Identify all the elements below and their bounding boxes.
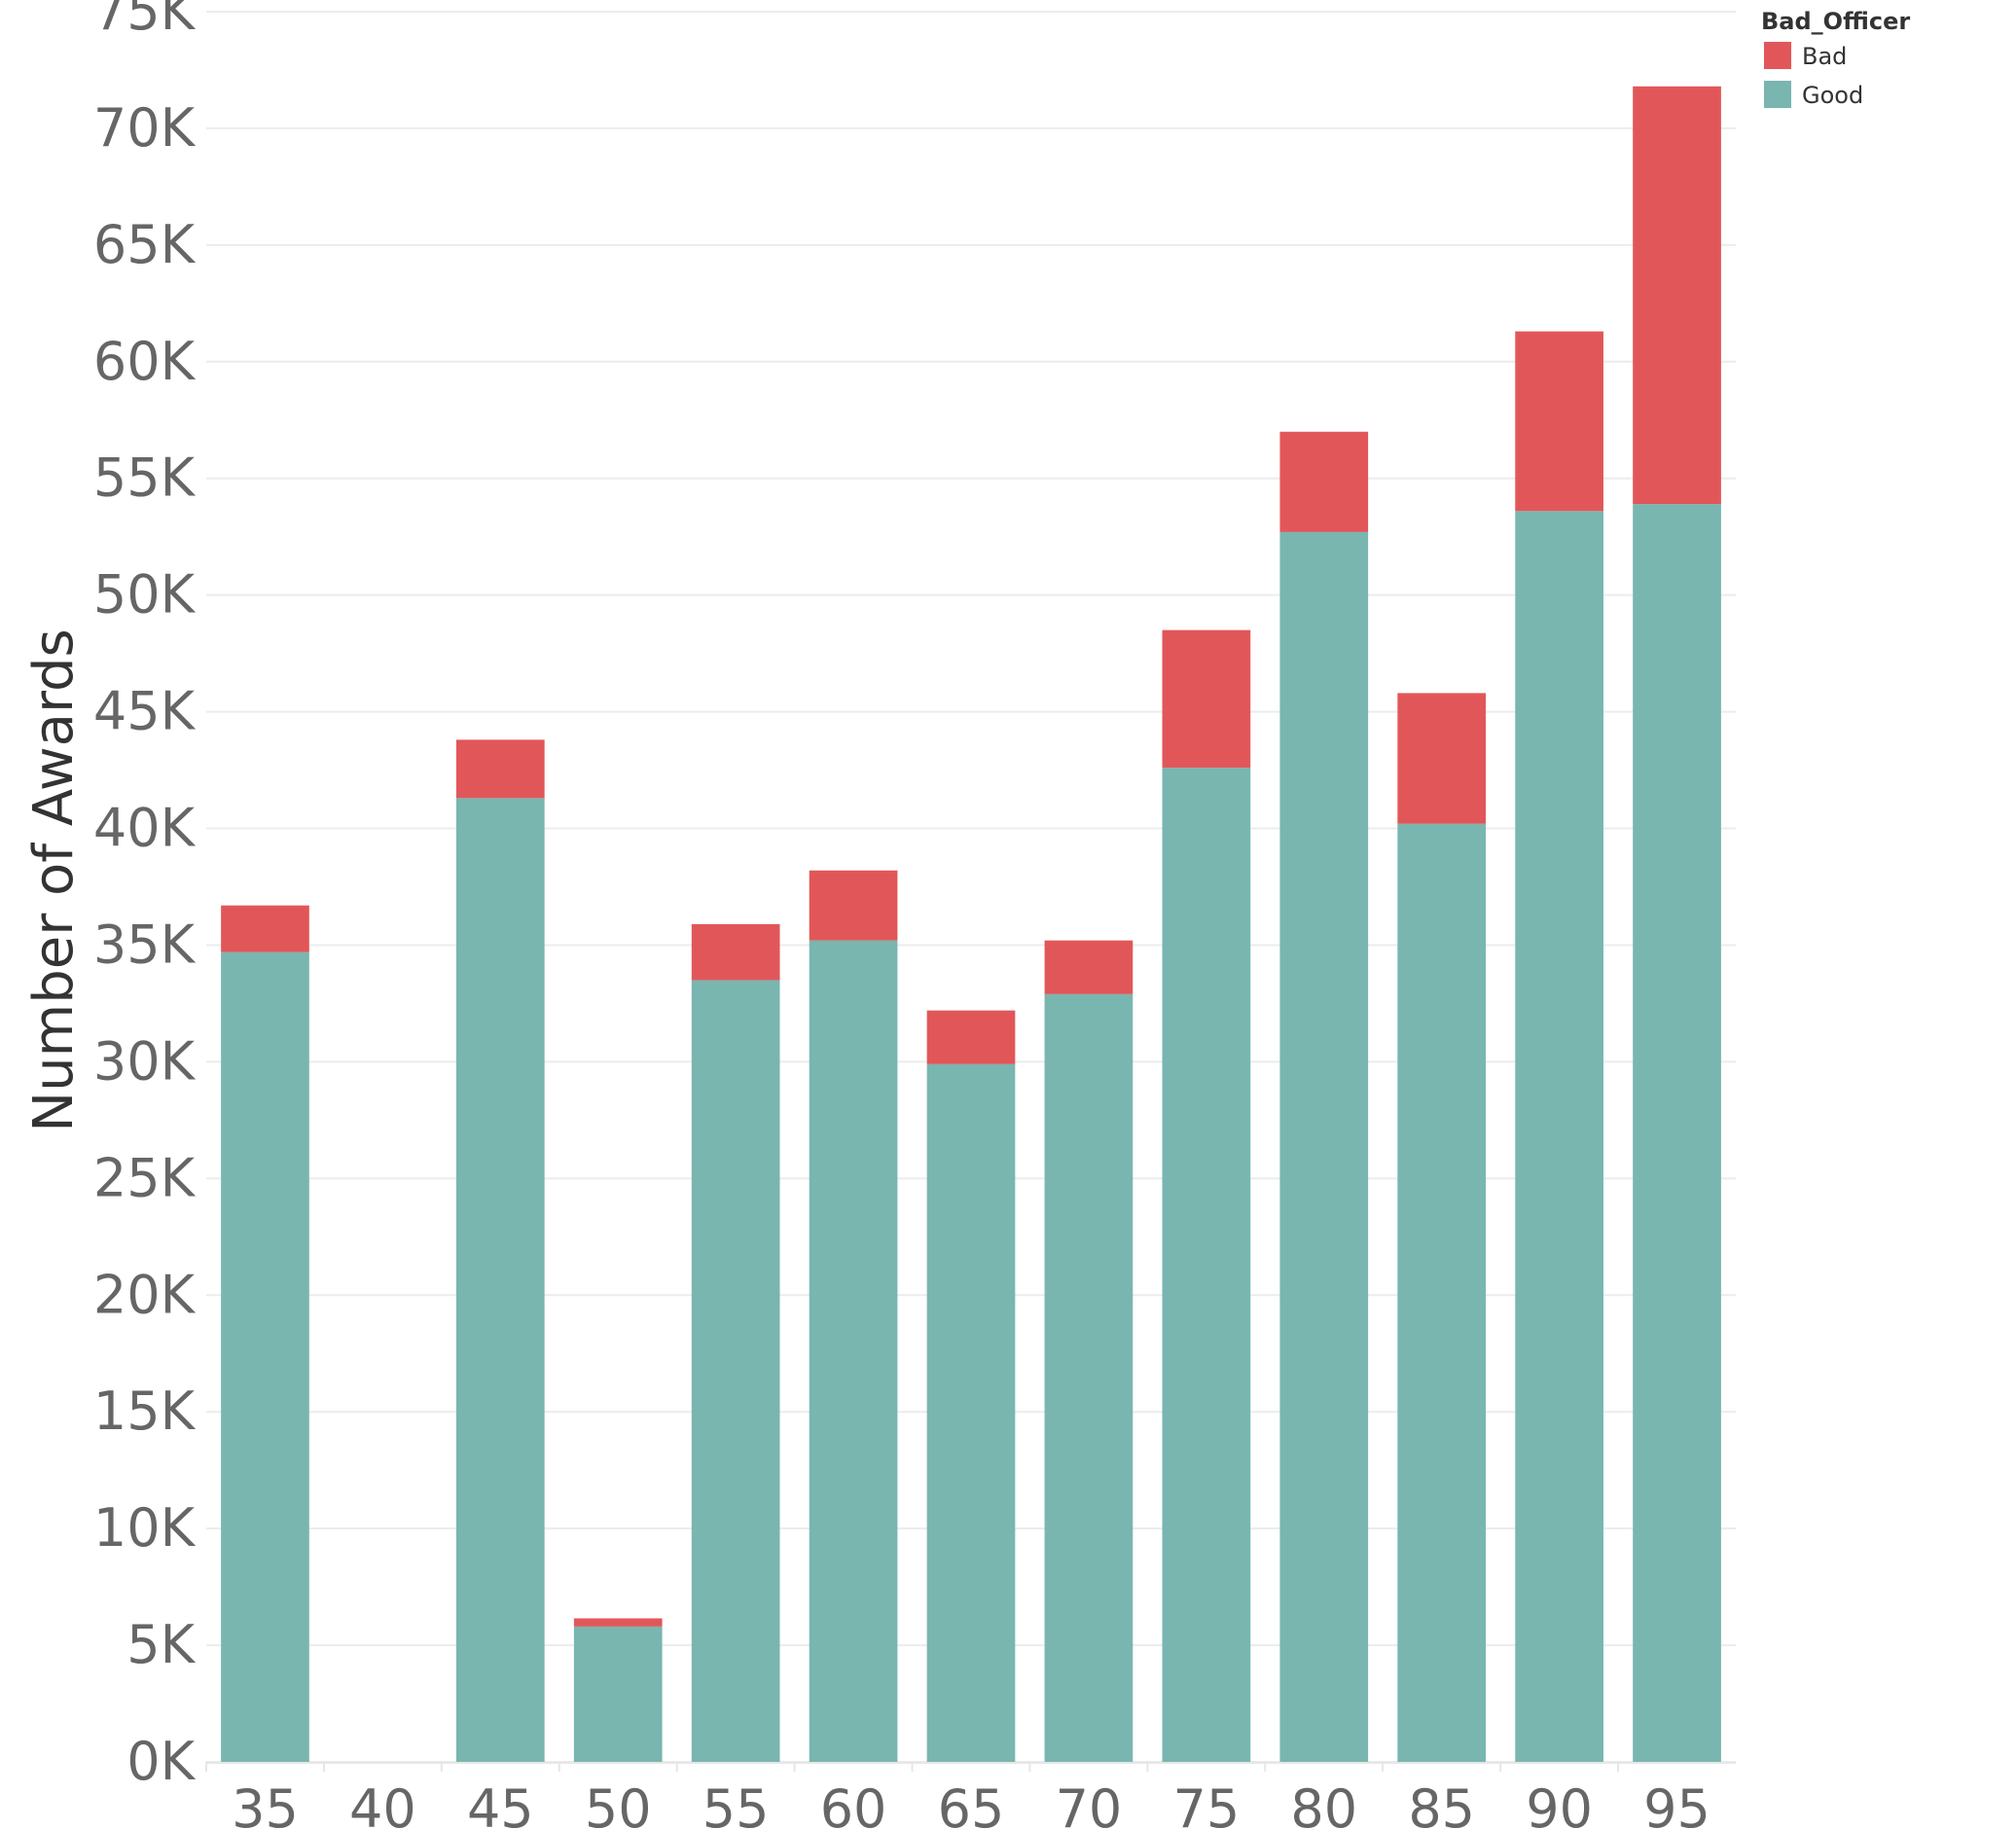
y-tick-label: 40K: [93, 798, 197, 859]
bar-bad-75: [1162, 629, 1251, 769]
x-tick-label: 45: [467, 1778, 534, 1829]
y-tick-label: 65K: [93, 214, 197, 275]
x-tick-label: 75: [1172, 1778, 1240, 1829]
x-axis-tick-labels: 35 40 45 50 55 60 65 70 75 80 85 90 95: [232, 1778, 1710, 1829]
bar-bad-85: [1397, 693, 1487, 824]
bar-bad-35: [221, 905, 309, 952]
bar-bad-55: [691, 923, 780, 981]
y-axis-tick-labels: 0K 5K 10K 15K 20K 25K 30K 35K 40K 45K 50K 55K 60K 65K…: [93, 0, 197, 1792]
bar-bad-70: [1044, 940, 1134, 994]
legend-label-good: Good: [1802, 82, 1863, 109]
bar-good-60: [809, 940, 898, 1762]
x-tick-label: 80: [1290, 1778, 1357, 1829]
x-tick-label: 65: [938, 1778, 1005, 1829]
y-tick-label: 25K: [93, 1147, 197, 1208]
bar-good-50: [573, 1626, 663, 1762]
bar-good-45: [455, 798, 545, 1762]
bar-bad-60: [809, 870, 898, 941]
x-tick-label: 85: [1408, 1778, 1475, 1829]
bar-good-35: [221, 951, 309, 1762]
bar-good-80: [1279, 531, 1369, 1763]
bar-good-95: [1633, 504, 1721, 1762]
legend-swatch-bad: [1764, 42, 1791, 69]
bar-bad-45: [455, 739, 545, 799]
legend: Bad_Officer Bad Good: [1761, 8, 1910, 109]
bar-good-70: [1044, 993, 1134, 1762]
x-axis: [205, 1762, 1736, 1772]
y-tick-label: 15K: [93, 1381, 197, 1442]
bar-good-85: [1397, 823, 1487, 1762]
bar-good-65: [926, 1063, 1016, 1762]
y-axis-title: Number of Awards: [22, 628, 86, 1131]
x-tick-label: 60: [820, 1778, 887, 1829]
y-tick-label: 50K: [93, 564, 197, 626]
y-tick-label: 60K: [93, 331, 197, 392]
bar-good-90: [1515, 511, 1603, 1762]
legend-title: Bad_Officer: [1761, 8, 1910, 35]
legend-swatch-good: [1764, 81, 1791, 108]
bar-good-75: [1162, 768, 1251, 1762]
y-tick-label: 35K: [93, 914, 197, 975]
x-tick-label: 40: [349, 1778, 416, 1829]
y-tick-label: 10K: [93, 1497, 197, 1559]
y-tick-label: 55K: [93, 448, 197, 509]
y-tick-label: 20K: [93, 1264, 197, 1325]
y-tick-label: 75K: [93, 0, 197, 42]
y-tick-label: 30K: [93, 1030, 197, 1092]
y-tick-label: 0K: [126, 1731, 196, 1792]
y-tick-label: 5K: [126, 1614, 196, 1675]
x-tick-label: 70: [1056, 1778, 1123, 1829]
x-tick-label: 55: [702, 1778, 770, 1829]
x-tick-label: 35: [232, 1778, 299, 1829]
bar-bad-95: [1633, 86, 1721, 505]
legend-label-bad: Bad: [1802, 43, 1847, 70]
x-tick-label: 50: [585, 1778, 652, 1829]
bars: [221, 86, 1721, 1763]
bar-bad-90: [1515, 331, 1603, 512]
y-tick-label: 45K: [93, 681, 197, 742]
bar-bad-80: [1279, 431, 1369, 532]
bar-bad-65: [926, 1010, 1016, 1064]
bar-bad-50: [573, 1618, 663, 1627]
x-tick-label: 90: [1526, 1778, 1593, 1829]
bar-good-55: [691, 980, 780, 1762]
y-tick-label: 70K: [93, 97, 197, 159]
x-tick-label: 95: [1643, 1778, 1710, 1829]
